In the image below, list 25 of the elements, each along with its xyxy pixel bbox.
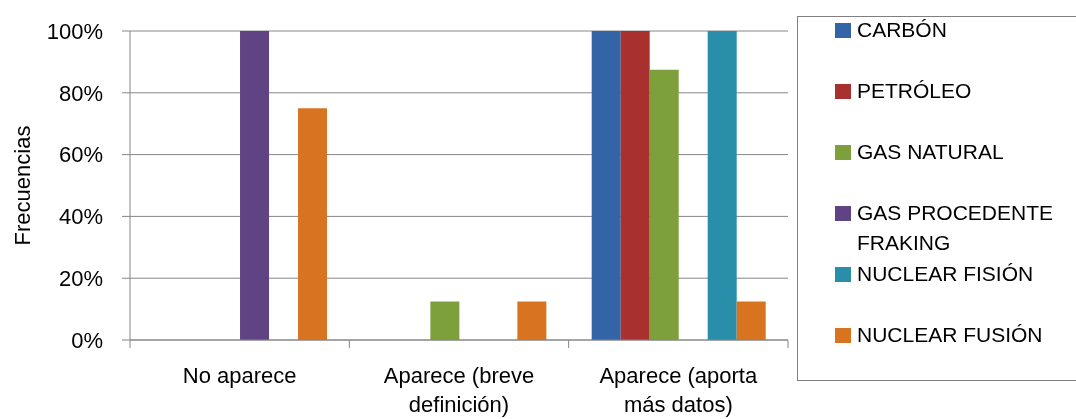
y-axis-title: Frecuencias [9, 125, 35, 246]
bar [430, 301, 460, 340]
y-tick-label: 40% [58, 204, 103, 230]
y-tick-label: 0% [71, 327, 103, 353]
y-tick-label: 20% [58, 266, 103, 292]
legend-label: NUCLEAR FISIÓN [857, 261, 1035, 287]
y-tick-label: 80% [58, 80, 103, 106]
legend-label: PETRÓLEO [857, 78, 973, 104]
x-tick-label: Aparece (breve definición) [383, 363, 535, 417]
bar [240, 31, 270, 340]
bar [620, 31, 650, 340]
y-tick-label: 60% [58, 142, 103, 168]
legend-label: GAS PROCEDENTE FRAKING [857, 200, 1055, 256]
bar [517, 301, 547, 340]
x-tick-label: Aparece (aporta más datos) [599, 363, 758, 417]
legend-label: GAS NATURAL [857, 139, 1005, 165]
bar [591, 31, 621, 340]
bar [298, 108, 328, 340]
bar [649, 69, 679, 340]
legend-label: CARBÓN [857, 17, 948, 43]
legend-label: NUCLEAR FUSIÓN [857, 322, 1044, 348]
bar [736, 301, 766, 340]
y-tick-label: 100% [46, 18, 103, 44]
bar [707, 31, 737, 340]
x-tick-label: No aparece [182, 363, 297, 388]
